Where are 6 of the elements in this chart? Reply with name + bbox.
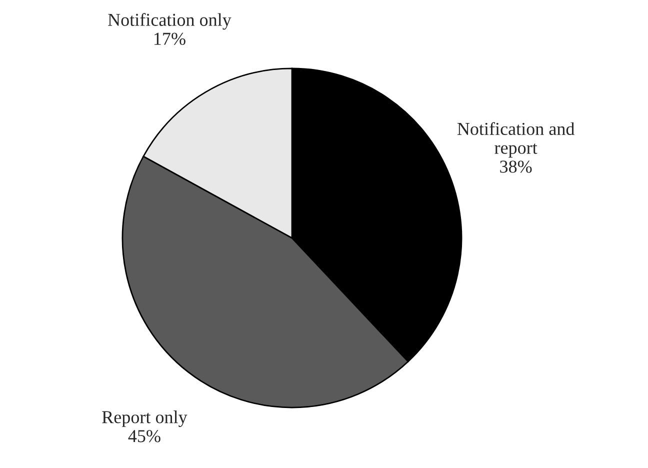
data-label: 17% — [154, 32, 186, 45]
slice-label: Report only — [102, 410, 188, 427]
slice-label: Notification and report — [457, 122, 575, 158]
data-label: 38% — [500, 160, 532, 173]
data-label: 45% — [128, 430, 160, 442]
slice-label: Notification only — [108, 13, 232, 30]
